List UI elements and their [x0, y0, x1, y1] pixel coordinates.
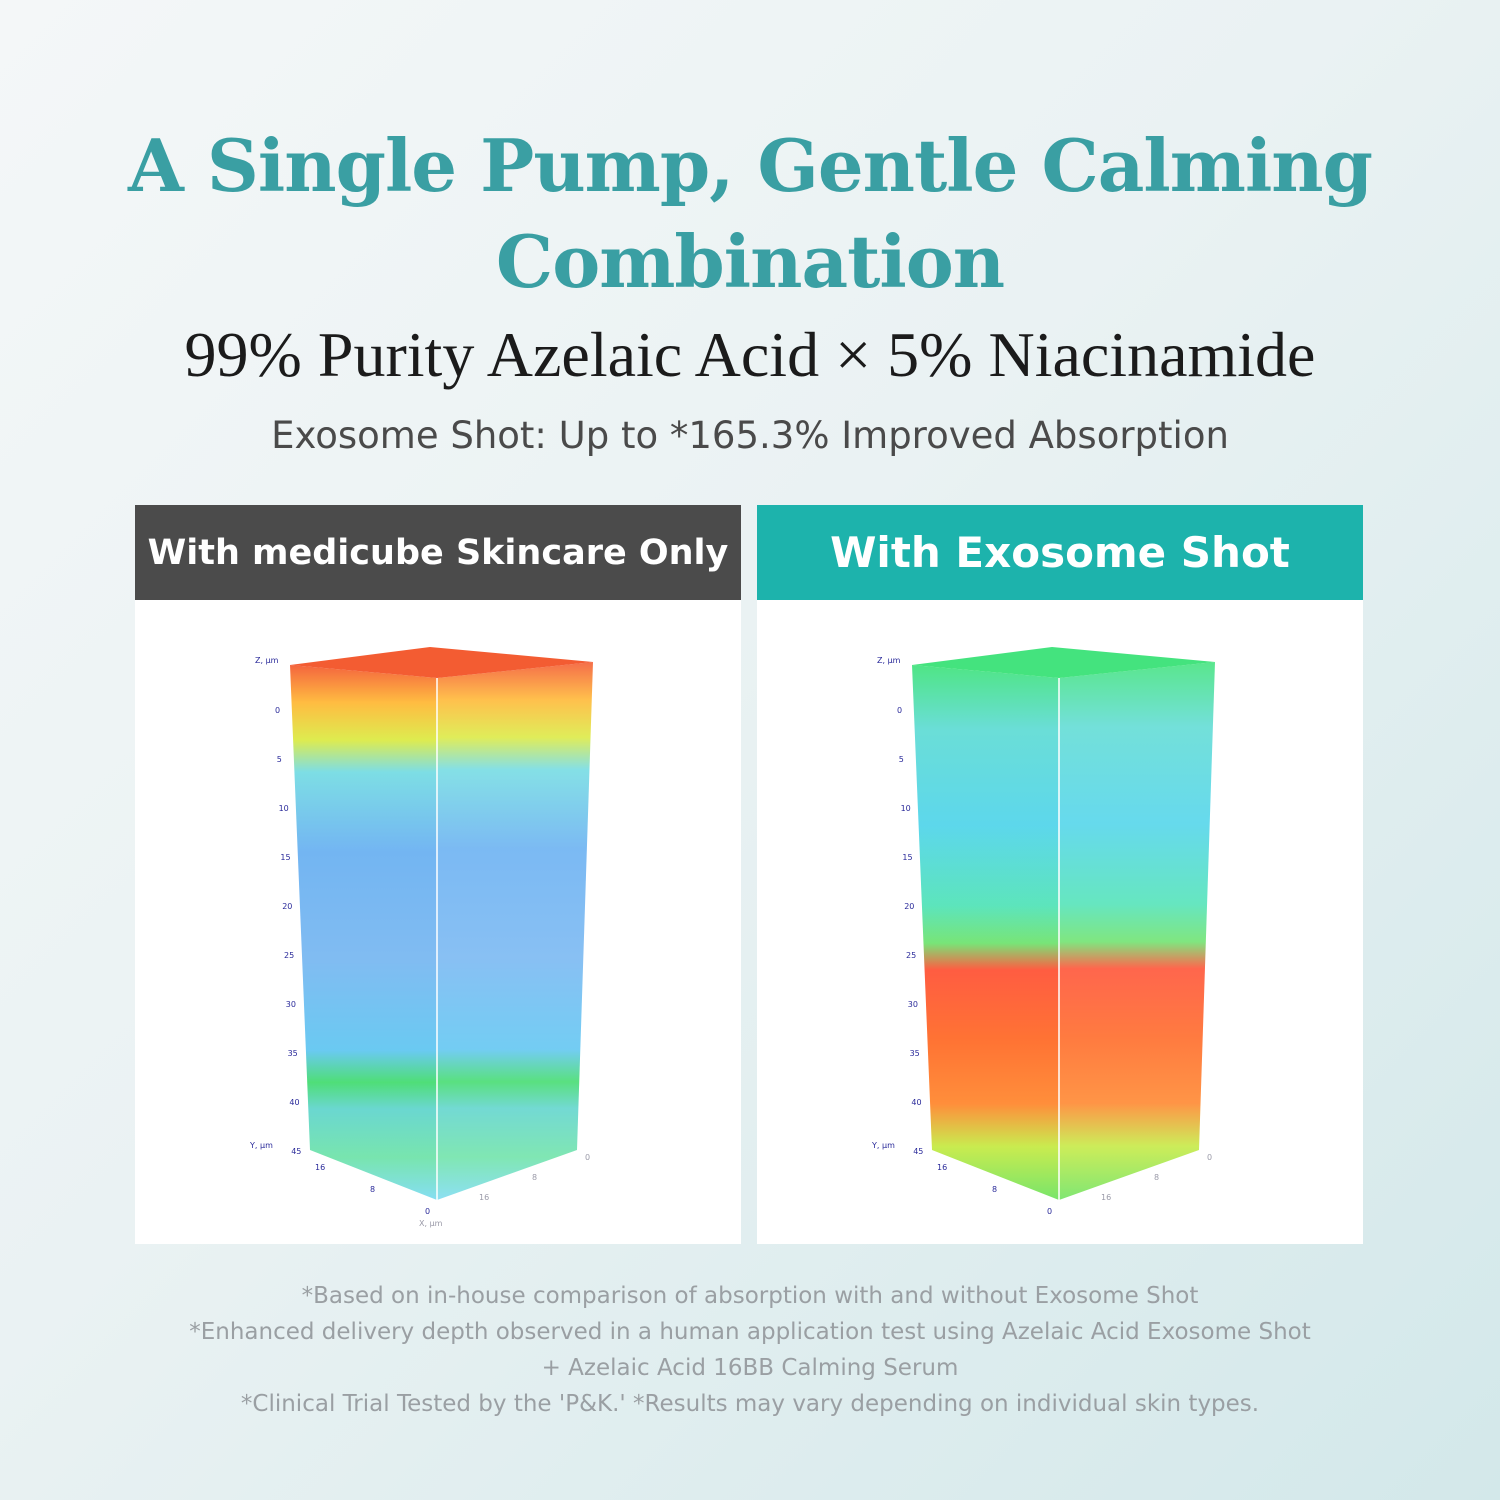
z-tick-label: 15 — [902, 853, 912, 862]
footnote: + Azelaic Acid 16BB Calming Serum — [541, 1355, 959, 1381]
y-tick-label: 16 — [937, 1163, 947, 1172]
cube-right-face — [437, 662, 593, 1200]
z-tick-label: 35 — [910, 1049, 920, 1058]
y-axis-label: Y, µm — [871, 1141, 895, 1150]
y-tick-label: 16 — [315, 1163, 325, 1172]
z-tick-label: 30 — [908, 1000, 918, 1009]
footnote: *Clinical Trial Tested by the 'P&K.' *Re… — [240, 1391, 1260, 1417]
cube-right-face — [1059, 662, 1215, 1200]
absorption-cube-exosome-shot: Z, µm 0 5 10 15 20 25 30 35 40 45 Y, µm 16 8 0 0 8 16 — [871, 647, 1215, 1216]
z-tick-label: 35 — [288, 1049, 298, 1058]
z-tick-label: 25 — [284, 951, 294, 960]
ingredients-subtitle: 99% Purity Azelaic Acid × 5% Niacinamide — [184, 319, 1316, 390]
z-axis-label: Z, µm — [255, 656, 279, 665]
z-tick-label: 5 — [899, 755, 904, 764]
footnotes: *Based on in-house comparison of absorpt… — [0, 1278, 1500, 1422]
z-tick-label: 40 — [289, 1098, 299, 1107]
z-tick-label: 30 — [286, 1000, 296, 1009]
z-tick-label: 25 — [906, 951, 916, 960]
x-tick-label: 16 — [479, 1193, 489, 1202]
y-tick-label: 0 — [1047, 1207, 1052, 1216]
cube-left-face — [290, 665, 437, 1200]
headline-line-2: Combination — [495, 219, 1005, 304]
z-tick-label: 45 — [291, 1147, 301, 1156]
z-tick-label: 0 — [275, 706, 280, 715]
x-tick-label: 0 — [1207, 1153, 1212, 1162]
cube-top-face — [912, 647, 1215, 678]
z-tick-label: 20 — [282, 902, 292, 911]
panel-header: With medicube Skincare Only — [135, 505, 741, 600]
z-tick-label: 45 — [913, 1147, 923, 1156]
x-tick-label: 0 — [585, 1153, 590, 1162]
headline: A Single Pump, Gentle Calming Combinatio… — [0, 118, 1500, 310]
y-tick-label: 8 — [992, 1185, 997, 1194]
x-tick-label: 8 — [532, 1173, 537, 1182]
z-tick-label: 15 — [280, 853, 290, 862]
panel-header: With Exosome Shot — [757, 505, 1363, 600]
absorption-cube-skincare-only: Z, µm 0 5 10 15 20 25 30 35 40 45 Y, µm 16 8 0 0 8 16 X, µ… — [249, 647, 593, 1228]
x-axis-label: X, µm — [419, 1219, 443, 1228]
z-axis-label: Z, µm — [877, 656, 901, 665]
y-axis-label: Y, µm — [249, 1141, 273, 1150]
footnote: *Enhanced delivery depth observed in a h… — [189, 1319, 1311, 1345]
z-tick-label: 20 — [904, 902, 914, 911]
z-tick-label: 10 — [279, 804, 289, 813]
z-tick-label: 10 — [901, 804, 911, 813]
panel-skincare-only: With medicube Skincare Only Z, µm 0 5 10 15 2… — [135, 505, 741, 1244]
cube-left-face — [912, 665, 1059, 1200]
footnote: *Based on in-house comparison of absorpt… — [301, 1283, 1199, 1309]
z-tick-label: 5 — [277, 755, 282, 764]
headline-line-1: A Single Pump, Gentle Calming — [127, 123, 1373, 208]
absorption-tagline: Exosome Shot: Up to *165.3% Improved Abs… — [271, 414, 1229, 457]
z-tick-label: 40 — [911, 1098, 921, 1107]
y-tick-label: 8 — [370, 1185, 375, 1194]
z-tick-label: 0 — [897, 706, 902, 715]
y-tick-label: 0 — [425, 1207, 430, 1216]
x-tick-label: 16 — [1101, 1193, 1111, 1202]
x-tick-label: 8 — [1154, 1173, 1159, 1182]
panel-exosome-shot: With Exosome Shot Z, µm 0 5 10 15 20 25 30 35 40 4… — [757, 505, 1363, 1244]
cube-top-face — [290, 647, 593, 678]
